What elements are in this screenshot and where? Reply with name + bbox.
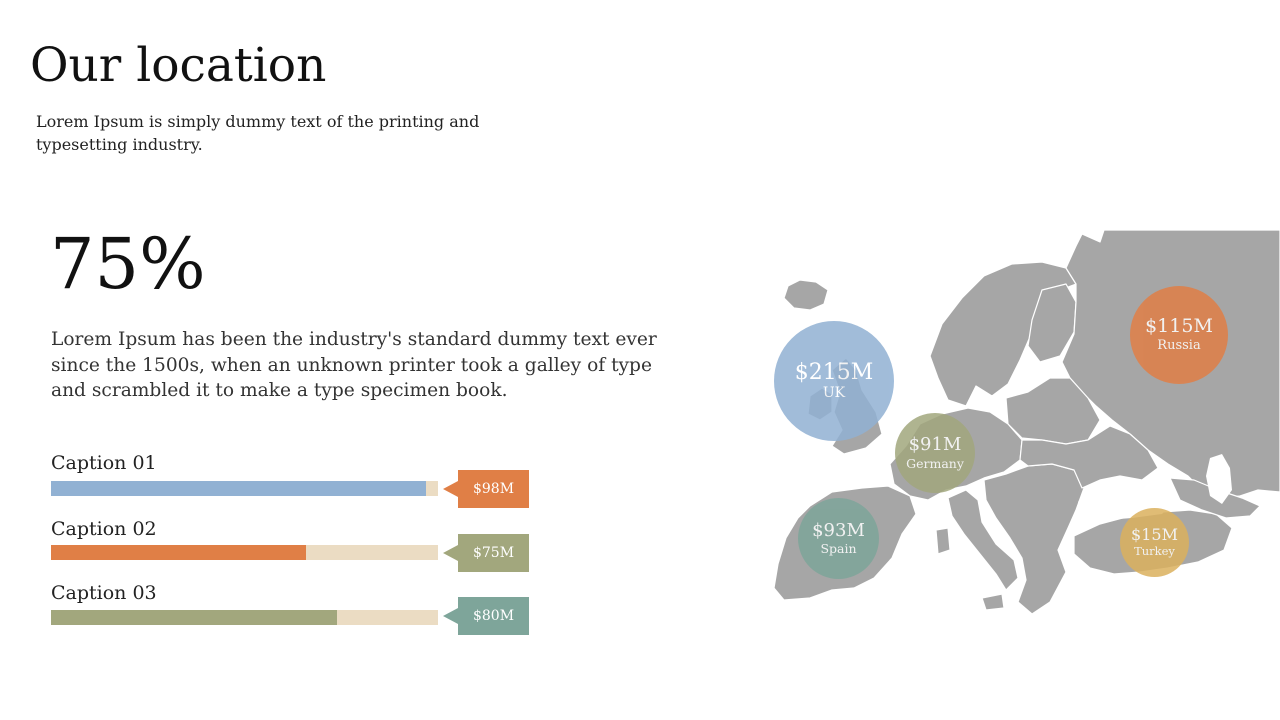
bubble-country: Russia [1157,338,1201,354]
map-region-ukraine [1019,425,1159,489]
bubble-spain: $93M Spain [798,498,879,579]
bubble-amount: $15M [1131,525,1178,545]
bubble-amount: $93M [812,519,865,541]
map-region-balkans [983,463,1085,615]
caption-row-2: Caption 02 $75M [51,517,531,577]
map-region-finland [1027,283,1077,363]
bubble-russia: $115M Russia [1130,286,1228,384]
map-region-iceland [783,279,829,311]
caption-label: Caption 03 [51,582,157,604]
bubble-amount: $91M [908,434,962,456]
bubble-uk: $215M UK [774,321,894,441]
bubble-germany: $91M Germany [895,413,975,493]
value-tag: $98M [443,470,529,508]
progress-fill [51,610,338,625]
page-title: Our location [30,38,327,93]
map-region-central-north [1005,377,1101,445]
bubble-turkey: $15M Turkey [1120,508,1189,577]
progress-track [51,545,438,560]
value-tag: $75M [443,534,529,572]
value-tag: $80M [443,597,529,635]
subtitle: Lorem Ipsum is simply dummy text of the … [36,112,480,154]
map-caspian-sea [1206,454,1232,504]
bubble-country: Germany [906,455,964,471]
big-stat: 75% [50,223,206,305]
caption-label: Caption 02 [51,518,157,540]
caption-row-1: Caption 01 $98M [51,451,531,511]
progress-fill [51,545,307,560]
progress-track [51,481,438,496]
map-region-italy [947,489,1019,591]
bubble-amount: $215M [794,359,874,385]
map-region-islands [935,527,1005,611]
bubble-amount: $115M [1145,315,1213,338]
body-text: Lorem Ipsum has been the industry's stan… [51,329,657,401]
bubble-country: UK [822,385,846,402]
caption-row-3: Caption 03 $80M [51,581,531,641]
progress-track [51,610,438,625]
caption-label: Caption 01 [51,452,157,474]
bubble-country: Spain [820,541,857,557]
bubble-country: Turkey [1134,543,1175,558]
progress-fill [51,481,427,496]
